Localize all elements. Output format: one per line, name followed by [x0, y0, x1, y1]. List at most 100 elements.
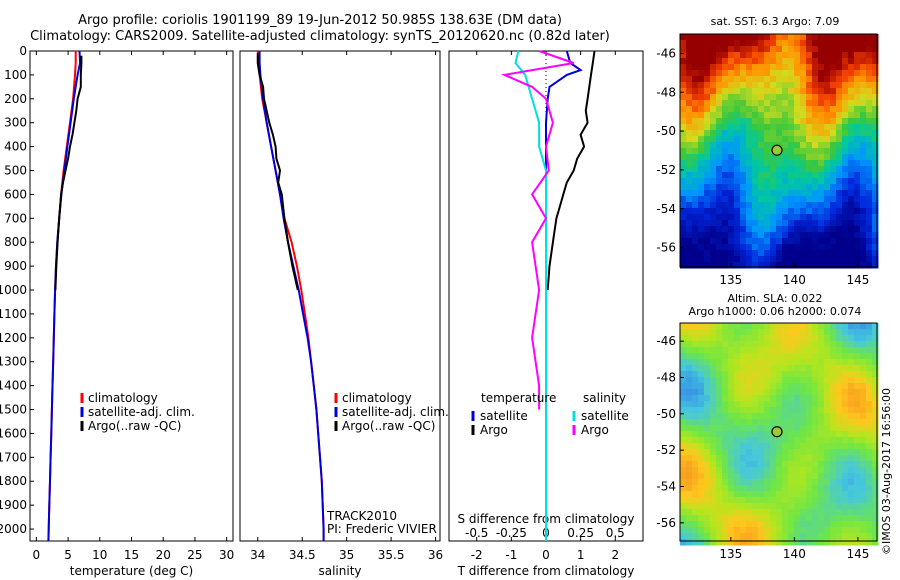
map-cell [842, 214, 849, 221]
map-cell [740, 232, 747, 239]
map-cell [770, 509, 777, 516]
map-cell [710, 521, 717, 528]
map-cell [770, 88, 777, 95]
map-cell [848, 383, 855, 390]
map-cell [860, 100, 867, 107]
map-cell [764, 244, 771, 251]
map-cell [860, 377, 867, 384]
map-cell [680, 497, 687, 504]
map-cell [860, 473, 867, 480]
map-cell [860, 365, 867, 372]
map-cell [842, 88, 849, 95]
map-cell [818, 377, 825, 384]
map-cell [848, 232, 855, 239]
map-cell [758, 154, 765, 161]
map-cell [842, 64, 849, 71]
map-cell [776, 64, 783, 71]
map-cell [692, 148, 699, 155]
map-cell [788, 407, 795, 414]
map-cell [854, 154, 861, 161]
map-cell [818, 106, 825, 113]
map-cell [728, 503, 735, 510]
map-cell [728, 76, 735, 83]
map-cell [848, 419, 855, 426]
map-cell [830, 407, 837, 414]
map-cell [692, 196, 699, 203]
map-cell [740, 130, 747, 137]
map-cell [848, 124, 855, 131]
map-cell [800, 323, 807, 330]
map-y-tick-label: -46 [656, 334, 676, 348]
map-cell [764, 220, 771, 227]
map-cell [842, 509, 849, 516]
map-cell [788, 515, 795, 522]
map-cell [872, 148, 879, 155]
map-cell [776, 395, 783, 402]
map-cell [722, 124, 729, 131]
map-cell [866, 202, 873, 209]
y-tick-label: 1600 [0, 426, 27, 440]
map-cell [734, 527, 741, 534]
map-cell [758, 377, 765, 384]
map-cell [734, 40, 741, 47]
map-cell [680, 359, 687, 366]
map-cell [764, 527, 771, 534]
map-cell [734, 389, 741, 396]
map-cell [722, 94, 729, 101]
map-cell [776, 34, 783, 41]
map-cell [734, 455, 741, 462]
map-cell [872, 82, 879, 89]
map-cell [842, 497, 849, 504]
annotation-text: TRACK2010 [326, 509, 397, 523]
map-cell [740, 238, 747, 245]
map-cell [722, 335, 729, 342]
map-cell [788, 377, 795, 384]
map-cell [716, 64, 723, 71]
map-cell [812, 196, 819, 203]
map-cell [680, 407, 687, 414]
map-cell [698, 142, 705, 149]
map-cell [728, 238, 735, 245]
map-cell [728, 515, 735, 522]
map-cell [686, 353, 693, 360]
map-cell [830, 244, 837, 251]
map-cell [824, 449, 831, 456]
map-cell [716, 527, 723, 534]
map-cell [704, 166, 711, 173]
map-cell [698, 58, 705, 65]
map-cell [746, 527, 753, 534]
map-cell [842, 124, 849, 131]
map-cell [836, 533, 843, 540]
map-cell [866, 238, 873, 245]
map-cell [848, 40, 855, 47]
map-cell [716, 539, 723, 546]
map-cell [764, 178, 771, 185]
map-cell [866, 88, 873, 95]
map-cell [746, 232, 753, 239]
map-cell [692, 154, 699, 161]
map-cell [860, 40, 867, 47]
map-cell [866, 503, 873, 510]
map-cell [698, 256, 705, 263]
map-cell [740, 124, 747, 131]
map-cell [716, 353, 723, 360]
map-cell [842, 329, 849, 336]
map-cell [692, 473, 699, 480]
map-cell [764, 112, 771, 119]
map-cell [722, 449, 729, 456]
map-cell [698, 70, 705, 77]
map-cell [680, 64, 687, 71]
map-cell [842, 413, 849, 420]
map-cell [788, 70, 795, 77]
map-cell [794, 353, 801, 360]
map-cell [686, 112, 693, 119]
map-cell [776, 353, 783, 360]
map-cell [824, 443, 831, 450]
map-cell [770, 497, 777, 504]
map-cell [776, 371, 783, 378]
map-cell [740, 401, 747, 408]
map-cell [728, 94, 735, 101]
map-cell [716, 479, 723, 486]
map-cell [740, 100, 747, 107]
map-cell [770, 335, 777, 342]
